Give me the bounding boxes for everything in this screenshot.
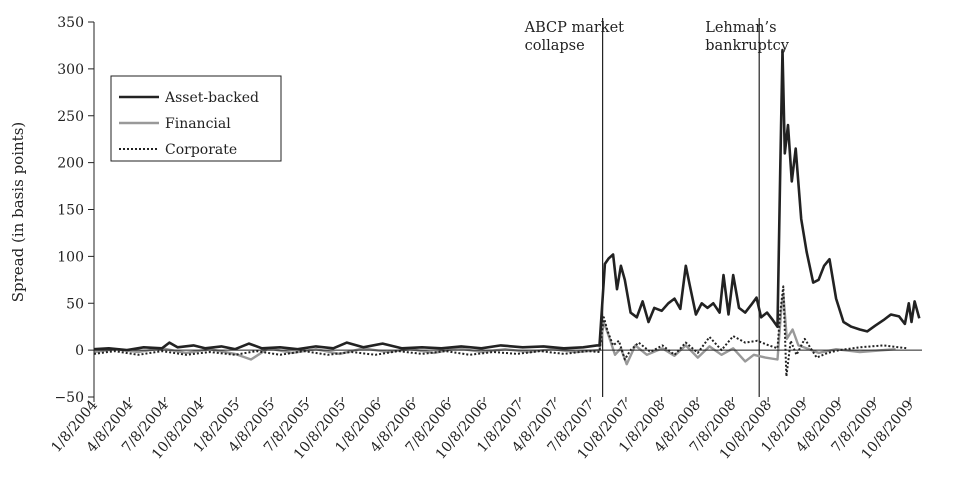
- y-tick-label: 350: [57, 15, 84, 31]
- y-tick-label: 250: [57, 109, 84, 125]
- legend-box: [110, 75, 282, 162]
- annotation-label: Lehman’s: [705, 20, 776, 36]
- y-tick-label: 200: [57, 156, 84, 172]
- annotation-label: ABCP market: [524, 20, 625, 36]
- y-axis-label: Spread (in basis points): [9, 122, 27, 303]
- y-tick-label: 100: [57, 249, 84, 265]
- series-line-corporate: [93, 285, 908, 378]
- series-line-financial: [93, 292, 896, 366]
- y-tick-label: 150: [57, 203, 84, 219]
- y-tick-label: 300: [57, 62, 84, 78]
- y-tick-label: −50: [54, 390, 84, 406]
- legend-label: Corporate: [165, 142, 237, 158]
- legend-label: Financial: [165, 116, 231, 132]
- annotation-label: collapse: [525, 38, 585, 54]
- legend: Asset-backed Financial Corporate: [110, 75, 282, 162]
- event-annotations: ABCP market collapse Lehman’s bankruptcy: [524, 18, 790, 397]
- legend-label: Asset-backed: [164, 90, 259, 106]
- y-tick-label: 50: [66, 296, 84, 312]
- y-tick-label: 0: [75, 343, 84, 359]
- series-line-asset-backed: [93, 48, 921, 352]
- annotation-label: bankruptcy: [705, 38, 790, 54]
